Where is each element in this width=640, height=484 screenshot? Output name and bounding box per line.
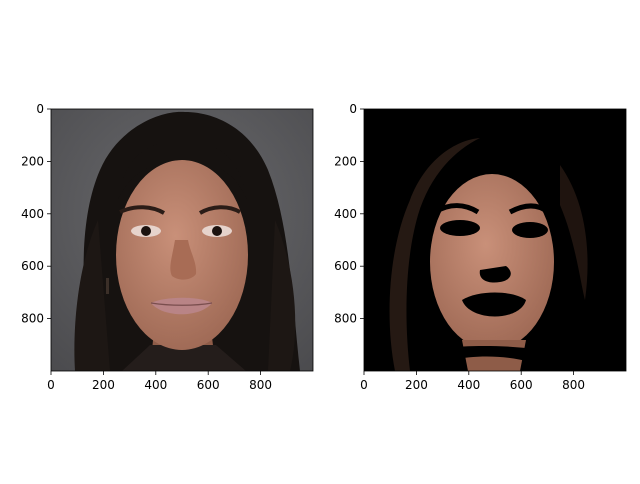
x-tick-label: 400 bbox=[144, 378, 167, 392]
y-tick-label: 600 bbox=[21, 259, 44, 273]
x-tick-label: 400 bbox=[457, 378, 480, 392]
y-tick-label: 800 bbox=[334, 312, 357, 326]
original-image-panel: 0 200 400 600 800 0 200 400 600 800 bbox=[21, 102, 314, 392]
y-tick-label: 200 bbox=[21, 154, 44, 168]
y-tick-label: 600 bbox=[334, 259, 357, 273]
y-tick-label: 400 bbox=[334, 207, 357, 221]
x-tick-label: 600 bbox=[510, 378, 533, 392]
x-tick-label: 200 bbox=[405, 378, 428, 392]
y-tick-label: 400 bbox=[21, 207, 44, 221]
x-tick-label: 600 bbox=[197, 378, 220, 392]
y-tick-label: 800 bbox=[21, 312, 44, 326]
y-tick-label: 0 bbox=[349, 102, 357, 116]
x-tick-label: 200 bbox=[92, 378, 115, 392]
segmented-image bbox=[364, 109, 626, 371]
x-tick-label: 800 bbox=[249, 378, 272, 392]
original-image bbox=[51, 109, 313, 371]
x-tick-label: 0 bbox=[47, 378, 55, 392]
y-tick-label: 0 bbox=[36, 102, 44, 116]
x-tick-labels: 0 200 400 600 800 bbox=[47, 371, 272, 392]
segmented-image-panel: 0 200 400 600 800 0 200 400 600 800 bbox=[334, 102, 627, 392]
y-tick-labels: 0 200 400 600 800 bbox=[21, 102, 51, 326]
y-tick-label: 200 bbox=[334, 154, 357, 168]
x-tick-label: 0 bbox=[360, 378, 368, 392]
x-tick-label: 800 bbox=[562, 378, 585, 392]
x-tick-labels: 0 200 400 600 800 bbox=[360, 371, 585, 392]
y-tick-labels: 0 200 400 600 800 bbox=[334, 102, 364, 326]
